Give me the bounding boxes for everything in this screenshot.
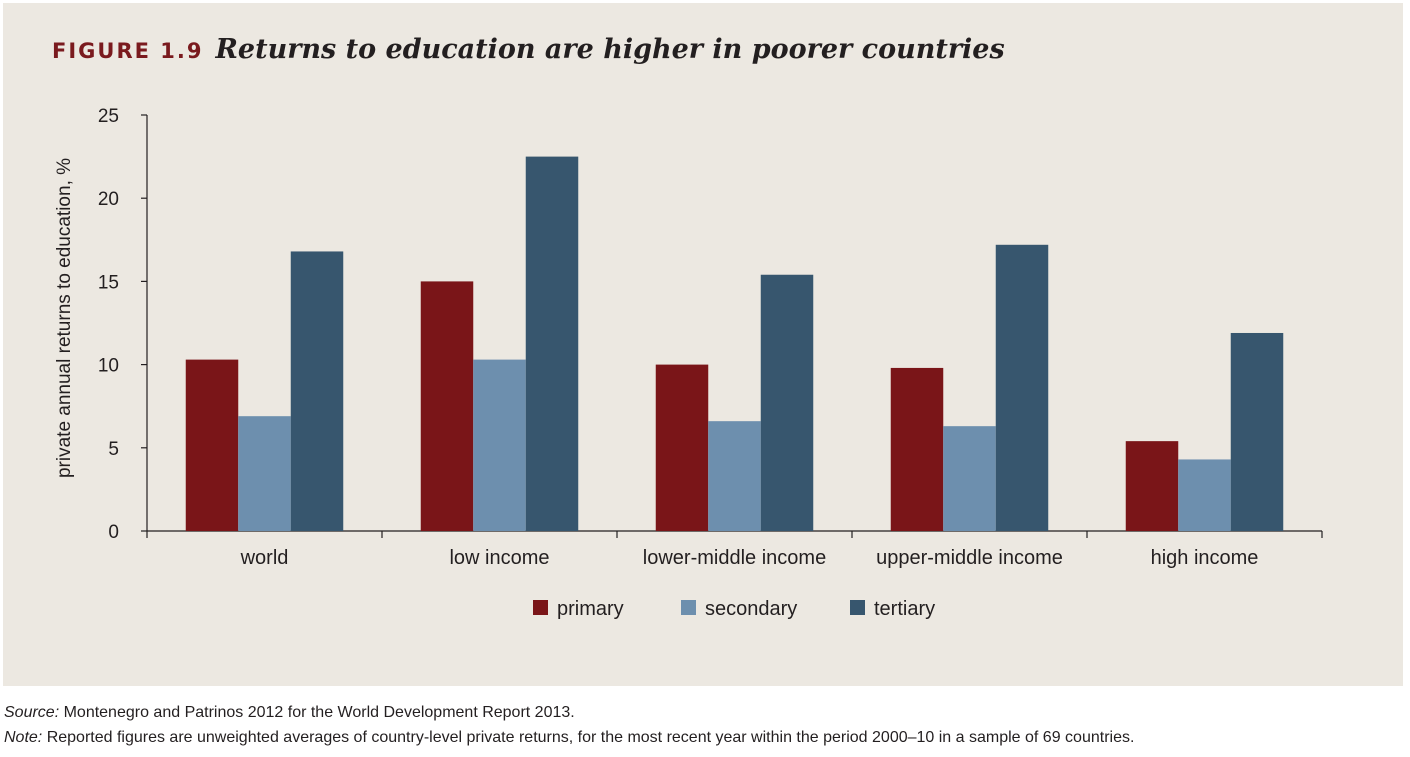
y-tick-label: 25 [98,106,119,127]
source-line: Source: Montenegro and Patrinos 2012 for… [4,700,1134,725]
bar-primary-high-income [1125,441,1179,531]
figure-header: FIGURE 1.9 Returns to education are high… [52,34,1005,65]
x-axis-labels: world low income lower-middle income upper-… [240,547,1259,569]
figure-panel [3,3,1403,686]
legend: primary secondary tertiary [533,598,935,620]
y-axis-label-group: private annual returns to education, % [54,158,75,478]
x-tick-label: lower-middle income [643,547,826,569]
bar-primary-lower-middle-income [655,364,709,531]
legend-swatch-primary [533,600,548,615]
bar-tertiary-high-income [1230,332,1284,531]
y-tick-label: 5 [108,439,119,460]
bar-secondary-world [238,416,291,531]
figure-notes: Source: Montenegro and Patrinos 2012 for… [4,700,1134,750]
legend-swatch-secondary [681,600,696,615]
x-tick-label: upper-middle income [876,547,1063,569]
bar-secondary-low-income [473,359,526,531]
bar-secondary-high-income [1178,459,1231,531]
y-tick-label: 0 [108,522,119,543]
y-tick-label: 10 [98,356,119,377]
source-label: Source: [4,704,60,721]
y-tick-label: 15 [98,272,119,293]
bars [185,156,1284,532]
legend-label-tertiary: tertiary [874,598,935,620]
bar-primary-low-income [420,281,474,531]
note-label: Note: [4,729,43,746]
bar-primary-world [185,359,239,531]
y-tick-label: 20 [98,189,119,210]
figure-number: FIGURE 1.9 [52,39,204,63]
bar-primary-upper-middle-income [890,367,944,531]
bar-tertiary-low-income [525,156,579,531]
y-axis-label: private annual returns to education, % [54,158,75,478]
bar-tertiary-lower-middle-income [760,274,814,531]
bar-secondary-lower-middle-income [708,421,761,531]
legend-swatch-tertiary [850,600,865,615]
bar-chart: private annual returns to education, % 0… [54,106,1323,620]
x-tick-label: high income [1151,547,1259,569]
legend-label-secondary: secondary [705,598,797,620]
note-line: Note: Reported figures are unweighted av… [4,725,1134,750]
bar-tertiary-upper-middle-income [995,244,1049,532]
note-text: Reported figures are unweighted averages… [42,729,1135,746]
bar-tertiary-world [290,251,344,531]
x-tick-label: world [240,547,289,569]
x-tick-label: low income [449,547,549,569]
source-text: Montenegro and Patrinos 2012 for the Wor… [59,704,575,721]
legend-label-primary: primary [557,598,624,620]
figure-title: Returns to education are higher in poore… [215,34,1005,65]
bar-secondary-upper-middle-income [943,426,996,531]
